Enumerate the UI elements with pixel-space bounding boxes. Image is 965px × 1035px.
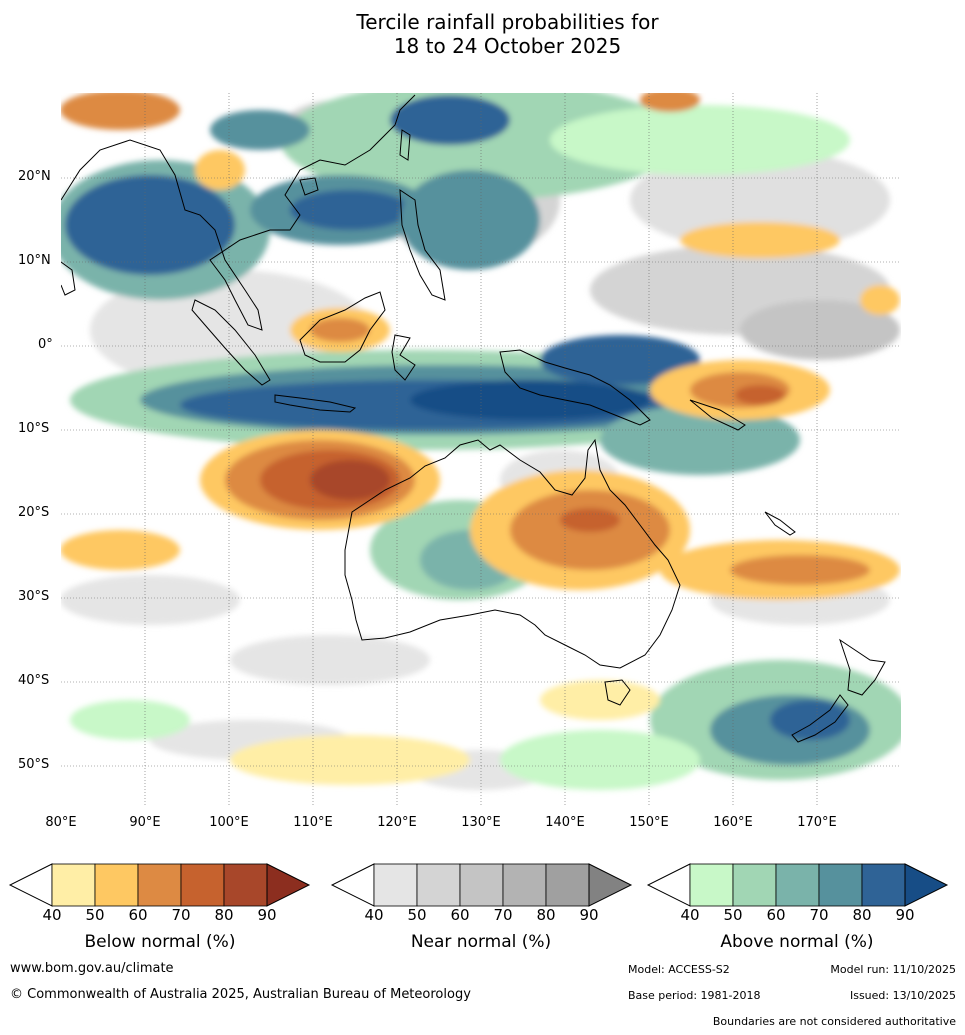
sulawesi-coastline bbox=[391, 334, 416, 381]
above-normal-swatch-40 bbox=[689, 863, 734, 907]
sri-lanka-coastline bbox=[61, 261, 76, 296]
below-normal-tick-70: 70 bbox=[171, 906, 191, 924]
near-normal-over-extension bbox=[588, 863, 633, 907]
chart-title: Tercile rainfall probabilities for 18 to… bbox=[0, 10, 965, 58]
near-normal-under-extension bbox=[330, 863, 375, 907]
hainan-coastline bbox=[299, 177, 319, 196]
lon-label-170e: 170°E bbox=[797, 815, 837, 830]
near-normal-tick-60: 60 bbox=[450, 906, 470, 924]
footer-model-run: Model run: 11/10/2025 bbox=[830, 963, 956, 976]
near-normal-tick-90: 90 bbox=[579, 906, 599, 924]
above-normal-tick-90: 90 bbox=[895, 906, 915, 924]
lat-label-40s: 40°S bbox=[18, 673, 50, 688]
above-normal-tick-60: 60 bbox=[766, 906, 786, 924]
lon-label-160e: 160°E bbox=[713, 815, 753, 830]
sumatra-coastline bbox=[191, 299, 271, 386]
philippines-coastline bbox=[399, 189, 446, 301]
near-normal-title: Near normal (%) bbox=[410, 932, 552, 952]
above-normal-over-extension bbox=[904, 863, 949, 907]
near-normal-tick-40: 40 bbox=[364, 906, 384, 924]
lon-label-80e: 80°E bbox=[45, 815, 77, 830]
lat-label-20n: 20°N bbox=[18, 169, 51, 184]
footer-disclaimer: Boundaries are not considered authoritat… bbox=[712, 1015, 956, 1028]
below-normal-tick-90: 90 bbox=[257, 906, 277, 924]
above-normal-tick-80: 80 bbox=[852, 906, 872, 924]
near-normal-swatch-70 bbox=[502, 863, 547, 907]
australia-coastline bbox=[344, 438, 681, 669]
lon-label-110e: 110°E bbox=[293, 815, 333, 830]
lat-label-30s: 30°S bbox=[18, 589, 50, 604]
near-normal-tick-70: 70 bbox=[493, 906, 513, 924]
lat-label-10n: 10°N bbox=[18, 253, 51, 268]
lon-label-100e: 100°E bbox=[209, 815, 249, 830]
rainfall-probability-map bbox=[61, 93, 901, 806]
below-normal-over-extension bbox=[266, 863, 311, 907]
lat-label-10s: 10°S bbox=[18, 421, 50, 436]
solomon-islands-coastline bbox=[689, 399, 746, 431]
below-normal-swatch-60 bbox=[137, 863, 182, 907]
footer-copyright: © Commonwealth of Australia 2025, Austra… bbox=[10, 987, 471, 1002]
coastlines bbox=[61, 94, 886, 743]
lon-label-150e: 150°E bbox=[629, 815, 669, 830]
title-line-1: Tercile rainfall probabilities for bbox=[356, 10, 659, 34]
near-normal-tick-80: 80 bbox=[536, 906, 556, 924]
lat-label-20s: 20°S bbox=[18, 505, 50, 520]
above-normal-tick-70: 70 bbox=[809, 906, 829, 924]
above-normal-tick-40: 40 bbox=[680, 906, 700, 924]
lon-label-90e: 90°E bbox=[129, 815, 161, 830]
footer-model: Model: ACCESS-S2 bbox=[628, 963, 730, 976]
below-normal-tick-60: 60 bbox=[128, 906, 148, 924]
above-normal-swatch-80 bbox=[861, 863, 906, 907]
below-normal-swatch-50 bbox=[94, 863, 139, 907]
below-normal-swatch-40 bbox=[51, 863, 96, 907]
below-normal-tick-80: 80 bbox=[214, 906, 234, 924]
asia-mainland-coastline bbox=[61, 94, 416, 331]
above-normal-swatch-70 bbox=[818, 863, 863, 907]
near-normal-tick-50: 50 bbox=[407, 906, 427, 924]
below-normal-tick-50: 50 bbox=[85, 906, 105, 924]
new-caledonia-coastline bbox=[764, 511, 796, 536]
lon-label-130e: 130°E bbox=[461, 815, 501, 830]
above-normal-swatch-60 bbox=[775, 863, 820, 907]
new-zealand-coastline bbox=[839, 638, 886, 696]
footer-base-period: Base period: 1981-2018 bbox=[628, 989, 761, 1002]
above-normal-under-extension bbox=[646, 863, 691, 907]
map-field bbox=[61, 93, 901, 806]
new-guinea-coastline bbox=[499, 349, 651, 426]
taiwan-coastline bbox=[399, 129, 411, 161]
above-normal-tick-50: 50 bbox=[723, 906, 743, 924]
below-normal-under-extension bbox=[8, 863, 53, 907]
lon-label-120e: 120°E bbox=[377, 815, 417, 830]
lat-label-0: 0° bbox=[38, 337, 53, 352]
graticule bbox=[61, 93, 901, 806]
title-line-2: 18 to 24 October 2025 bbox=[393, 34, 622, 58]
near-normal-swatch-80 bbox=[545, 863, 590, 907]
near-normal-swatch-40 bbox=[373, 863, 418, 907]
footer-url: www.bom.gov.au/climate bbox=[10, 961, 174, 976]
below-normal-swatch-70 bbox=[180, 863, 225, 907]
new-zealand-south-coastline bbox=[791, 694, 849, 743]
near-normal-swatch-60 bbox=[459, 863, 504, 907]
above-normal-swatch-50 bbox=[732, 863, 777, 907]
below-normal-tick-40: 40 bbox=[42, 906, 62, 924]
lon-label-140e: 140°E bbox=[545, 815, 585, 830]
below-normal-title: Below normal (%) bbox=[84, 932, 236, 952]
lat-label-50s: 50°S bbox=[18, 757, 50, 772]
above-normal-title: Above normal (%) bbox=[720, 932, 874, 952]
footer-issued: Issued: 13/10/2025 bbox=[849, 989, 956, 1002]
below-normal-swatch-80 bbox=[223, 863, 268, 907]
java-coastline bbox=[274, 394, 357, 413]
borneo-coastline bbox=[299, 291, 386, 363]
colorbars bbox=[8, 863, 949, 907]
near-normal-swatch-50 bbox=[416, 863, 461, 907]
tasmania-coastline bbox=[604, 679, 631, 706]
